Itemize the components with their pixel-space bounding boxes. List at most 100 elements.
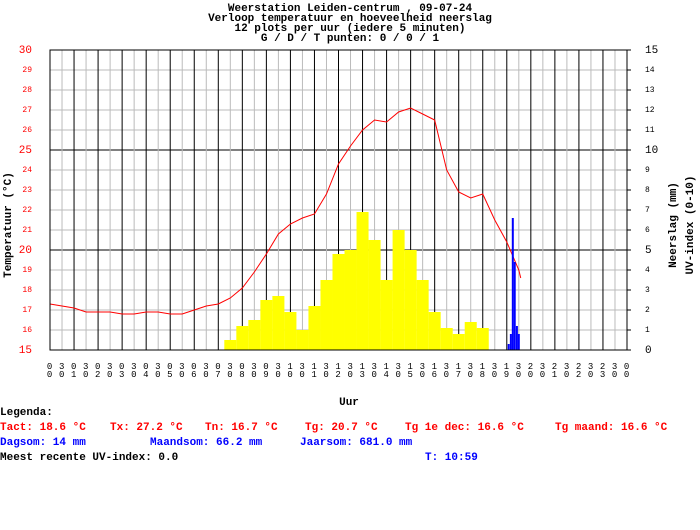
legend-item: Tg 1e dec: 16.6 °C: [405, 422, 524, 434]
chart-title: 12 plots per uur (iedere 5 minuten): [234, 23, 465, 35]
x-tick-label: 30: [201, 362, 211, 378]
x-tick-label: 21: [550, 362, 560, 378]
x-tick-label: 18: [477, 362, 487, 378]
x-tick-label: 20: [525, 362, 535, 378]
y2-tick-label: 15: [645, 45, 658, 57]
y2-tick-label: 13: [645, 86, 655, 95]
bar: [308, 306, 321, 350]
y-tick-label: 28: [22, 86, 32, 95]
bar: [464, 322, 477, 350]
x-tick-label: 14: [381, 362, 391, 378]
x-tick-label: 30: [513, 362, 523, 378]
legend-item: Maandsom: 66.2 mm: [150, 437, 263, 449]
x-tick-label: 30: [249, 362, 259, 378]
x-tick-label: 19: [501, 362, 511, 378]
x-tick-label: 30: [273, 362, 283, 378]
y-tick-label: 25: [19, 145, 32, 157]
x-tick-label: 00: [622, 362, 632, 378]
bar: [515, 326, 518, 350]
y2-tick-label: 7: [645, 206, 650, 215]
bar: [248, 320, 261, 350]
bar: [511, 218, 514, 350]
y-tick-label: 22: [22, 206, 32, 215]
x-tick-label: 13: [357, 362, 367, 378]
chart-title: G / D / T punten: 0 / 0 / 1: [261, 33, 440, 45]
legend-item: Jaarsom: 681.0 mm: [300, 437, 413, 449]
x-tick-label: 17: [453, 362, 463, 378]
bar: [344, 250, 357, 350]
x-tick-label: 04: [141, 362, 151, 378]
x-tick-label: 09: [261, 362, 271, 378]
x-tick-label: 30: [586, 362, 596, 378]
chart-title: Verloop temperatuur en hoeveelheid neers…: [208, 13, 492, 25]
y2-tick-label: 10: [645, 145, 658, 157]
x-tick-label: 03: [117, 362, 127, 378]
bar: [416, 280, 429, 350]
x-tick-label: 30: [297, 362, 307, 378]
x-tick-label: 30: [369, 362, 379, 378]
y-axis-label: Temperatuur (°C): [3, 172, 15, 278]
legend-item: Tg maand: 16.6 °C: [555, 422, 668, 434]
bar: [224, 340, 237, 350]
y-tick-label: 24: [22, 166, 32, 175]
y2-tick-label: 3: [645, 286, 650, 295]
x-tick-label: 11: [309, 362, 319, 378]
y-tick-label: 21: [22, 226, 32, 235]
bar: [476, 328, 489, 350]
y2-tick-label: 9: [645, 166, 650, 175]
x-tick-label: 16: [429, 362, 439, 378]
y2-axis-label: UV-index (0-10): [685, 175, 697, 274]
bar: [428, 312, 441, 350]
y-tick-label: 20: [19, 245, 32, 257]
x-tick-label: 06: [189, 362, 199, 378]
legend-item: Tact: 18.6 °C: [0, 422, 86, 434]
bar: [332, 254, 345, 350]
bar: [356, 212, 369, 350]
x-tick-label: 30: [417, 362, 427, 378]
legend-item: Tn: 16.7 °C: [205, 422, 278, 434]
y-tick-label: 15: [19, 345, 32, 357]
bar: [513, 262, 516, 350]
x-tick-label: 30: [225, 362, 235, 378]
x-tick-label: 30: [562, 362, 572, 378]
x-axis-label: Uur: [339, 397, 359, 409]
y2-tick-label: 2: [645, 306, 650, 315]
x-tick-label: 07: [213, 362, 223, 378]
bar: [517, 334, 520, 350]
y2-tick-label: 5: [645, 245, 652, 257]
y-tick-label: 29: [22, 66, 32, 75]
x-tick-label: 30: [321, 362, 331, 378]
x-tick-label: 10: [285, 362, 295, 378]
bar: [260, 300, 273, 350]
x-tick-label: 05: [165, 362, 175, 378]
x-tick-label: 30: [441, 362, 451, 378]
x-tick-label: 15: [405, 362, 415, 378]
y2-tick-label: 4: [645, 266, 650, 275]
y-tick-label: 19: [22, 266, 32, 275]
legend-item: Meest recente UV-index: 0.0: [0, 452, 178, 464]
legend-title: Legenda:: [0, 407, 53, 419]
legend-item: Tx: 27.2 °C: [110, 422, 183, 434]
y-tick-label: 17: [22, 306, 32, 315]
bar: [272, 296, 285, 350]
y2-tick-label: 6: [645, 226, 650, 235]
y-tick-label: 27: [22, 106, 32, 115]
plot-frame: [49, 49, 628, 351]
x-tick-label: 30: [465, 362, 475, 378]
x-tick-label: 30: [153, 362, 163, 378]
x-tick-label: 30: [57, 362, 67, 378]
y-tick-label: 26: [22, 126, 32, 135]
legend-item: Tg: 20.7 °C: [305, 422, 378, 434]
bar: [284, 312, 297, 350]
bar: [507, 344, 510, 350]
y-tick-label: 18: [22, 286, 32, 295]
x-tick-label: 00: [45, 362, 55, 378]
y-tick-label: 23: [22, 186, 32, 195]
x-tick-label: 30: [393, 362, 403, 378]
x-tick-label: 30: [81, 362, 91, 378]
bar: [380, 280, 393, 350]
bar: [236, 326, 249, 350]
x-tick-label: 30: [177, 362, 187, 378]
bar: [368, 240, 381, 350]
